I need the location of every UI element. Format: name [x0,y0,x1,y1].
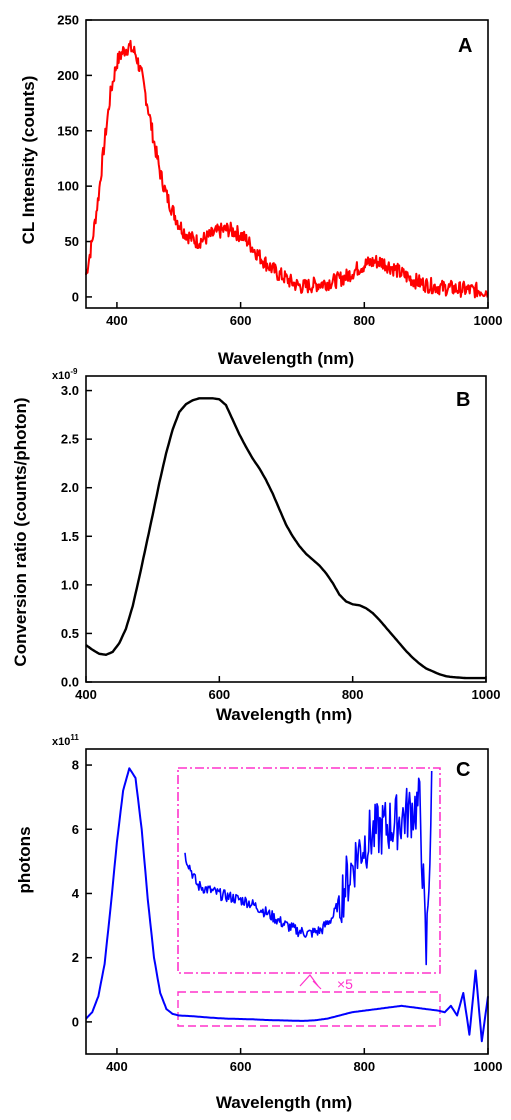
inset-connector-arrow [299,974,319,987]
x-tick-label: 600 [208,687,230,702]
y-tick-label: 1.5 [61,529,79,544]
y-tick-label: 4 [72,886,80,901]
y-tick-label: 50 [65,234,79,249]
y-tick-label: 8 [72,758,79,773]
inset-source-region-box [177,991,441,1027]
x-tick-label: 400 [75,687,97,702]
y-tick-label: 0 [72,1014,79,1029]
panel-c-line-series [85,767,489,1043]
panel-b-y-axis-label: Conversion ratio (counts/photon) [11,397,30,666]
inset-connector-dash [312,980,322,990]
panel-c-multiplier: x1011 [52,733,79,748]
y-tick-label: 6 [72,822,79,837]
y-tick-label: 250 [57,13,79,28]
y-tick-label: 0.5 [61,626,79,641]
panel-a-x-axis-label: Wavelength (nm) [218,349,354,368]
x-tick-label: 1000 [474,1059,503,1074]
panel-c-x-axis-label: Wavelength (nm) [216,1093,352,1112]
x-tick-label: 400 [106,313,128,328]
x-tick-label: 600 [230,1059,252,1074]
panel-c-frame [85,748,489,1055]
y-tick-label: 200 [57,68,79,83]
panel-c-inset-line-series [184,770,433,966]
panel-a-letter: A [458,35,472,57]
panel-b-letter: B [456,389,470,411]
x-tick-label: 400 [106,1059,128,1074]
x-tick-label: 800 [353,1059,375,1074]
panel-a-frame [85,19,489,309]
panel-b-x-axis-label: Wavelength (nm) [216,705,352,724]
y-tick-label: 1.0 [61,577,79,592]
panel-c-y-axis-label: photons [15,826,34,893]
panel-b-line-series [85,397,486,680]
panel-b-ticks: 400 600 800 1000 0.0 0.5 1.0 1.5 2.0 2.5 3.0 [61,383,501,702]
panel-c-ticks: 400 600 800 1000 0 2 4 6 8 [72,758,503,1074]
x-tick-label: 1000 [474,313,503,328]
y-tick-label: 0 [72,289,79,304]
inset-magnified-box [177,767,441,974]
panel-a-line-series [85,39,489,299]
x-tick-label: 1000 [472,687,501,702]
panel-b: Conversion ratio (counts/photon) Wavelen… [11,367,500,724]
y-tick-label: 3.0 [61,383,79,398]
inset-scale-label: ×5 [337,976,353,992]
y-tick-label: 100 [57,179,79,194]
panel-c: photons Wavelength (nm) C x1011 400 600 80… [15,733,502,1112]
panel-a: CL Intensity (counts) Wavelength (nm) A … [19,13,502,369]
y-tick-label: 2.5 [61,432,79,447]
x-tick-label: 800 [342,687,364,702]
panel-b-multiplier: x10-9 [52,367,78,382]
y-tick-label: 0.0 [61,675,79,690]
panel-a-y-axis-label: CL Intensity (counts) [19,76,38,245]
y-tick-label: 2 [72,950,79,965]
x-tick-label: 600 [230,313,252,328]
y-tick-label: 2.0 [61,480,79,495]
x-tick-label: 800 [353,313,375,328]
panel-a-ticks: 400 600 800 1000 0 50 100 150 200 250 [57,13,502,329]
panel-c-letter: C [456,759,470,781]
y-tick-label: 150 [57,123,79,138]
panel-b-frame [85,375,487,683]
